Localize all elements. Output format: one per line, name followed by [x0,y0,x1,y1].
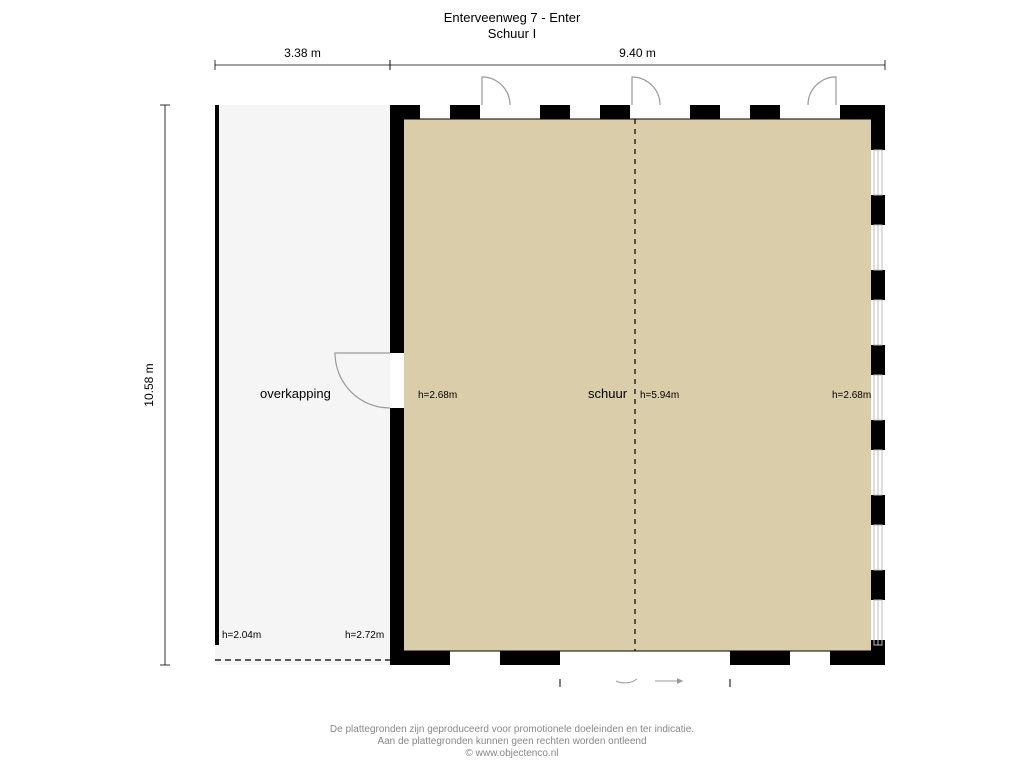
wall-top-pier [540,105,570,119]
overkapping-area [215,105,390,665]
wall-top-pier [450,105,480,119]
door-swing-top [632,77,660,105]
floorplan-canvas: Enterveenweg 7 - EnterSchuur I 10.58 m 3.3… [0,0,1024,768]
door-swing-top [482,77,510,105]
title-line-2: Schuur I [488,26,536,41]
wall-inner-left [390,408,404,665]
footer-line-3: © www.objectenco.nl [466,748,559,759]
height-annotation: h=2.72m [345,630,384,641]
height-annotation: h=2.68m [418,390,457,401]
wall-right-pier [871,345,885,375]
wall-top-pier [600,105,630,119]
schuur-area [404,119,871,651]
dim-top-b-label: 9.40 m [619,46,656,60]
wall-right-pier [871,270,885,300]
door-swing-top [808,77,836,105]
wall-right-pier [871,495,885,525]
wall-right-pier [871,195,885,225]
height-annotation: h=5.94m [640,390,679,401]
label-schuur: schuur [588,386,628,401]
wall-right-pier [871,420,885,450]
footer-line-2: Aan de plattegronden kunnen geen rechten… [377,736,646,747]
dim-left-label: 10.58 m [142,363,156,406]
left-edge [215,105,219,645]
height-annotation: h=2.04m [222,630,261,641]
slide-arrowhead [677,678,683,684]
wall-top-pier [750,105,780,119]
wall-right-pier [871,570,885,600]
label-overkapping: overkapping [260,386,331,401]
dim-top-a-label: 3.38 m [284,46,321,60]
wall-bottom-pier [830,651,885,665]
door-swing-bottom [616,679,637,683]
wall-bottom-pier [730,651,790,665]
height-annotation: h=2.68m [832,390,871,401]
title-line-1: Enterveenweg 7 - Enter [444,10,581,25]
wall-bottom-pier [500,651,560,665]
wall-top-pier [690,105,720,119]
footer-line-1: De plattegronden zijn geproduceerd voor … [330,724,694,735]
wall-right-pier [871,105,885,150]
wall-inner-left [390,105,404,353]
